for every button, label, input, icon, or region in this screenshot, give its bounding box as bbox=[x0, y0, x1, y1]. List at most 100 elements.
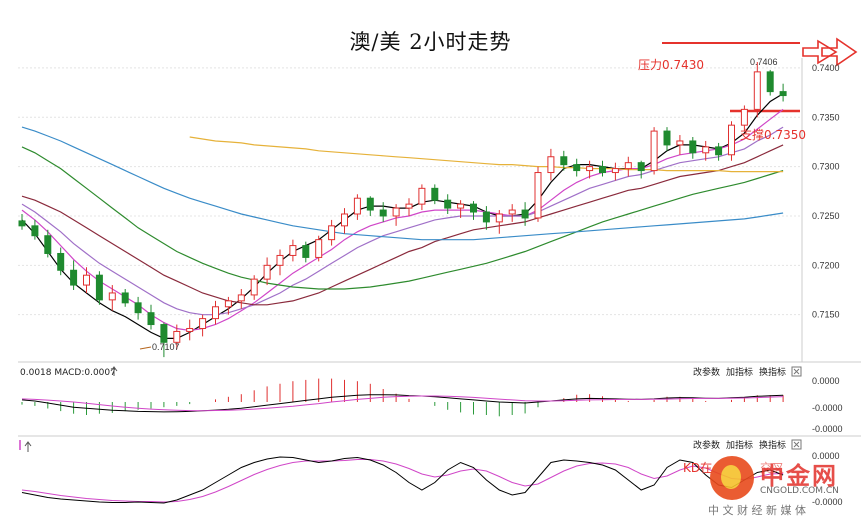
watermark-url: CNGOLD.COM.CN bbox=[760, 486, 839, 496]
candle-body bbox=[766, 71, 774, 93]
candle-body bbox=[405, 203, 413, 209]
candle-body bbox=[289, 245, 297, 256]
candle-body bbox=[521, 209, 529, 219]
candle-body bbox=[676, 140, 684, 146]
candle-body bbox=[482, 211, 490, 223]
candle-body bbox=[753, 71, 761, 110]
kd-tick-label: 0.0000 bbox=[812, 451, 840, 461]
candle-body bbox=[263, 264, 271, 280]
price-axis: 0.7400 0.7350 0.7300 0.7250 0.7200 0.7150 bbox=[812, 63, 840, 320]
candle-body bbox=[134, 302, 142, 314]
candle-body bbox=[650, 130, 658, 172]
candle-body bbox=[470, 203, 477, 213]
candle-body bbox=[624, 162, 632, 170]
macd-tick-label: -0.0000 bbox=[812, 424, 843, 434]
candle-body bbox=[689, 140, 697, 154]
candle-body bbox=[663, 130, 671, 146]
macd-link-0: 改参数 bbox=[693, 366, 720, 378]
candle-body bbox=[341, 213, 348, 227]
kd-panel: 改参数 加指标 换指标 0.0000 -0.0000 KD在 交叉 bbox=[19, 439, 843, 507]
candle-body bbox=[366, 197, 374, 211]
candle-body bbox=[353, 197, 361, 215]
low-label: 0.7107 bbox=[152, 342, 180, 352]
kd-link-0: 改参数 bbox=[693, 439, 720, 451]
candle-body bbox=[560, 156, 568, 166]
candle-body bbox=[276, 254, 284, 266]
candle-body bbox=[108, 292, 116, 301]
candle-body bbox=[70, 269, 78, 286]
watermark-tagline: 中 文 财 经 新 媒 体 bbox=[708, 504, 806, 517]
candle-body bbox=[508, 209, 516, 215]
candle-body bbox=[237, 294, 245, 302]
macd-header: 0.0018 MACD:0.0007 bbox=[20, 368, 116, 378]
candle-body bbox=[18, 220, 26, 227]
low-marker bbox=[139, 346, 152, 350]
candle-body bbox=[740, 108, 748, 126]
candle-body bbox=[95, 274, 103, 301]
watermark: 中金网 CNGOLD.COM.CN 中 文 财 经 新 媒 体 bbox=[708, 452, 858, 522]
candle-body bbox=[186, 327, 194, 332]
price-tick-label: 0.7200 bbox=[812, 260, 840, 270]
price-tick-label: 0.7300 bbox=[812, 162, 840, 172]
annotations: 压力0.7430 支撑0.7350 0.7406 0.7107 bbox=[139, 57, 806, 352]
resistance-label: 压力0.7430 bbox=[638, 58, 704, 72]
arrow-up-icon bbox=[24, 441, 32, 452]
high-label: 0.7406 bbox=[750, 57, 778, 67]
macd-panel: 0.0018 MACD:0.0007 改参数 加指标 换指标 0.0000 -0.0000… bbox=[20, 366, 843, 434]
moving-average-line bbox=[21, 126, 784, 316]
candle-body bbox=[637, 162, 645, 172]
candle-body bbox=[302, 245, 310, 258]
candle-body bbox=[431, 187, 439, 201]
candle-body bbox=[702, 146, 710, 154]
macd-tick-label: 0.0000 bbox=[812, 376, 840, 386]
candle-body bbox=[173, 330, 181, 343]
macd-link-2: 换指标 bbox=[759, 366, 786, 378]
candle-body bbox=[147, 312, 155, 326]
candle-body bbox=[44, 235, 52, 254]
candle-body bbox=[457, 203, 465, 209]
kd-annotation: KD在 bbox=[683, 461, 712, 475]
candle-body bbox=[779, 91, 787, 97]
kd-link-1: 加指标 bbox=[726, 439, 753, 451]
arrow-icon bbox=[802, 39, 838, 65]
kd-link-2: 换指标 bbox=[759, 439, 786, 451]
candle-body bbox=[83, 274, 90, 286]
candle-body bbox=[599, 166, 606, 174]
candle-body bbox=[547, 156, 555, 174]
candle-body bbox=[418, 187, 426, 205]
candle-body bbox=[57, 252, 65, 271]
close-icon-x bbox=[793, 441, 800, 448]
candle-body bbox=[534, 172, 542, 219]
candle-body bbox=[328, 225, 336, 241]
candle-body bbox=[250, 278, 258, 296]
price-tick-label: 0.7400 bbox=[812, 63, 840, 73]
moving-average-line bbox=[21, 144, 784, 306]
macd-dea-line bbox=[21, 395, 784, 412]
kd-k-line bbox=[21, 456, 784, 504]
candle-body bbox=[199, 318, 207, 329]
kd-tick-label: -0.0000 bbox=[812, 497, 843, 507]
candle-body bbox=[224, 300, 232, 308]
watermark-logo-text: 中金网 bbox=[760, 462, 838, 490]
candle-body bbox=[379, 209, 387, 217]
candle-body bbox=[495, 213, 503, 223]
close-icon-x bbox=[793, 368, 800, 375]
candle-body bbox=[444, 199, 452, 209]
candles bbox=[18, 62, 787, 358]
price-tick-label: 0.7250 bbox=[812, 211, 840, 221]
moving-average-line bbox=[21, 126, 784, 241]
candle-body bbox=[121, 292, 129, 304]
watermark-logo-icon bbox=[710, 456, 754, 500]
macd-dif-line bbox=[21, 394, 784, 413]
candle-body bbox=[586, 166, 594, 172]
price-tick-label: 0.7150 bbox=[812, 310, 840, 320]
price-tick-label: 0.7350 bbox=[812, 112, 840, 122]
candle-body bbox=[715, 146, 723, 156]
moving-average-line bbox=[189, 136, 784, 173]
support-label: 支撑0.7350 bbox=[740, 127, 806, 142]
moving-average-line bbox=[21, 146, 784, 290]
macd-link-1: 加指标 bbox=[726, 366, 753, 378]
grid-lines bbox=[18, 58, 861, 437]
candle-body bbox=[160, 324, 168, 343]
